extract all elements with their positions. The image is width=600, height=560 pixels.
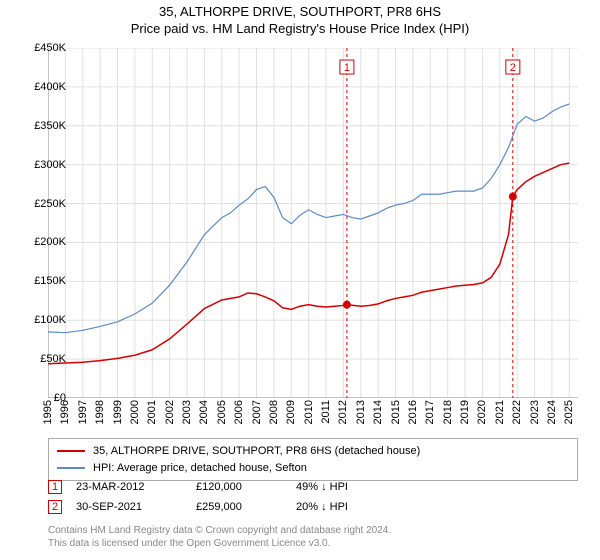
legend-item-red: 35, ALTHORPE DRIVE, SOUTHPORT, PR8 6HS (…: [57, 443, 569, 460]
sale-row-1: 1 23-MAR-2012 £120,000 49% ↓ HPI: [48, 480, 578, 494]
x-tick-label: 1996: [59, 400, 71, 424]
footer-line-2: This data is licensed under the Open Gov…: [48, 537, 578, 550]
y-tick-label: £250K: [34, 198, 66, 210]
y-tick-label: £350K: [34, 120, 66, 132]
sale-date-1: 23-MAR-2012: [76, 481, 196, 493]
x-tick-label: 1999: [112, 400, 124, 424]
y-tick-label: £100K: [34, 314, 66, 326]
legend: 35, ALTHORPE DRIVE, SOUTHPORT, PR8 6HS (…: [48, 438, 578, 481]
y-tick-label: £50K: [40, 353, 66, 365]
y-tick-label: £200K: [34, 236, 66, 248]
legend-swatch-blue: [57, 467, 85, 469]
svg-text:1: 1: [344, 62, 350, 74]
footer: Contains HM Land Registry data © Crown c…: [48, 524, 578, 550]
legend-item-blue: HPI: Average price, detached house, Seft…: [57, 460, 569, 477]
x-tick-label: 2005: [216, 400, 228, 424]
x-tick-label: 2018: [442, 400, 454, 424]
x-tick-label: 2020: [476, 400, 488, 424]
sale-row-2: 2 30-SEP-2021 £259,000 20% ↓ HPI: [48, 500, 578, 514]
title-line-1: 35, ALTHORPE DRIVE, SOUTHPORT, PR8 6HS: [0, 4, 600, 19]
chart-container: { "title": { "line1": "35, ALTHORPE DRIV…: [0, 0, 600, 560]
chart-plot-area: 12: [48, 48, 578, 398]
x-tick-label: 2002: [164, 400, 176, 424]
sale-delta-2: 20% ↓ HPI: [296, 501, 396, 513]
title-line-2: Price paid vs. HM Land Registry's House …: [0, 21, 600, 36]
x-tick-label: 2010: [303, 400, 315, 424]
x-tick-label: 1998: [94, 400, 106, 424]
x-tick-label: 2015: [390, 400, 402, 424]
x-tick-label: 2003: [181, 400, 193, 424]
svg-text:2: 2: [510, 62, 516, 74]
y-tick-label: £400K: [34, 81, 66, 93]
x-tick-label: 2001: [146, 400, 158, 424]
x-tick-label: 2009: [285, 400, 297, 424]
x-tick-label: 2008: [268, 400, 280, 424]
sale-price-1: £120,000: [196, 481, 296, 493]
sale-delta-1: 49% ↓ HPI: [296, 481, 396, 493]
y-tick-label: £300K: [34, 159, 66, 171]
x-tick-label: 1997: [77, 400, 89, 424]
x-tick-label: 2006: [233, 400, 245, 424]
legend-label-blue: HPI: Average price, detached house, Seft…: [93, 460, 307, 477]
x-tick-label: 2011: [320, 400, 332, 424]
x-tick-label: 1995: [42, 400, 54, 424]
chart-svg: 12: [48, 48, 578, 398]
x-tick-label: 2016: [407, 400, 419, 424]
x-tick-label: 2019: [459, 400, 471, 424]
sale-price-2: £259,000: [196, 501, 296, 513]
x-tick-label: 2007: [251, 400, 263, 424]
sales-table: 1 23-MAR-2012 £120,000 49% ↓ HPI 2 30-SE…: [48, 480, 578, 520]
x-tick-label: 2024: [546, 400, 558, 424]
title-block: 35, ALTHORPE DRIVE, SOUTHPORT, PR8 6HS P…: [0, 0, 600, 36]
sale-marker-2: 2: [48, 500, 62, 514]
sale-date-2: 30-SEP-2021: [76, 501, 196, 513]
x-tick-label: 2014: [372, 400, 384, 424]
sale-marker-1: 1: [48, 480, 62, 494]
legend-label-red: 35, ALTHORPE DRIVE, SOUTHPORT, PR8 6HS (…: [93, 443, 420, 460]
y-tick-label: £450K: [34, 42, 66, 54]
x-tick-label: 2004: [198, 400, 210, 424]
x-tick-label: 2023: [529, 400, 541, 424]
legend-swatch-red: [57, 450, 85, 452]
x-tick-label: 2012: [337, 400, 349, 424]
x-tick-label: 2021: [494, 400, 506, 424]
x-tick-label: 2025: [563, 400, 575, 424]
x-tick-label: 2022: [511, 400, 523, 424]
footer-line-1: Contains HM Land Registry data © Crown c…: [48, 524, 578, 537]
x-tick-label: 2017: [424, 400, 436, 424]
y-tick-label: £150K: [34, 275, 66, 287]
x-tick-label: 2013: [355, 400, 367, 424]
x-tick-label: 2000: [129, 400, 141, 424]
